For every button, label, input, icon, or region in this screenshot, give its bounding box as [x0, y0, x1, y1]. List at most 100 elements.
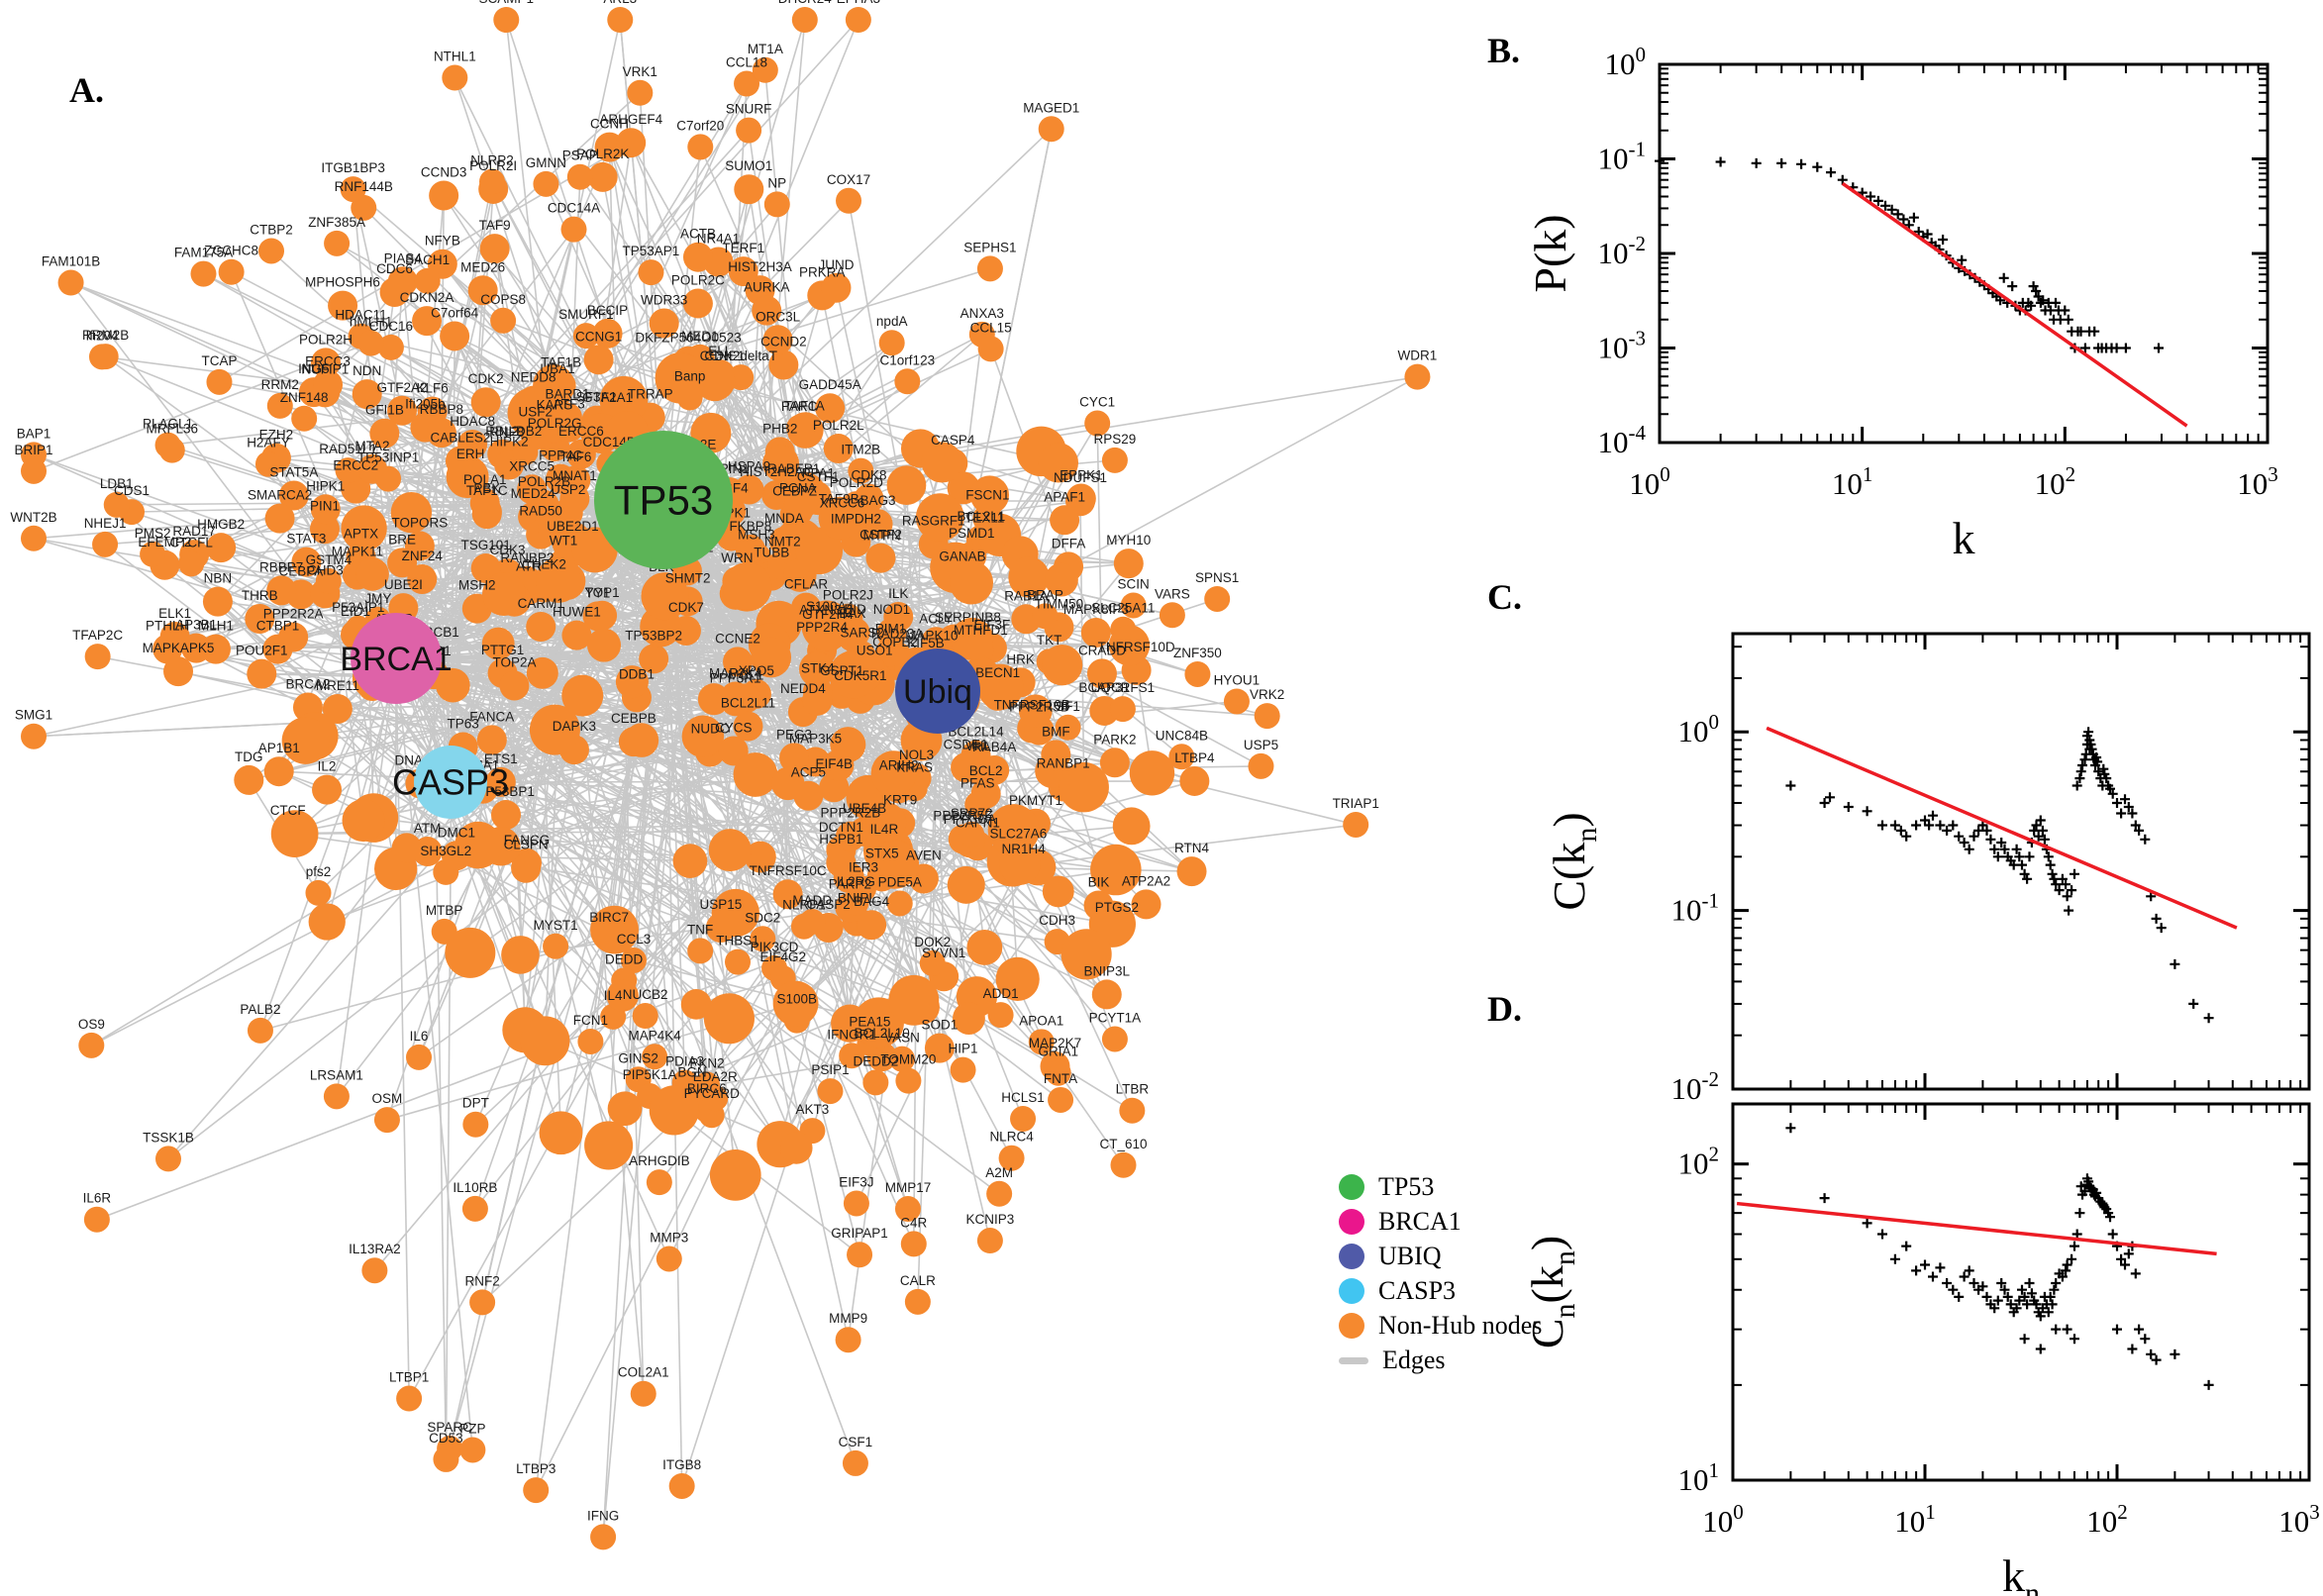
- node-label: HDAC11: [335, 308, 386, 323]
- node-label: PYCARD: [684, 1086, 741, 1101]
- network-node: [390, 491, 433, 534]
- node-label: COL2A1: [618, 1365, 669, 1380]
- network-node: [1028, 1029, 1055, 1055]
- node-label: POLR2J: [823, 588, 873, 603]
- scatter-points: [1785, 727, 2214, 1024]
- node-label: BRIP1: [14, 443, 52, 457]
- node-label: GRIPAP1: [831, 1226, 888, 1241]
- node-label: YY1: [585, 585, 611, 600]
- node-label: STAT5A: [269, 465, 318, 480]
- node-label: GADD45A: [799, 377, 861, 392]
- network-node: [1131, 889, 1162, 920]
- node-label: TERF1: [722, 241, 764, 255]
- node-label: TFAP2C: [72, 628, 123, 643]
- node-label: VARS: [1155, 586, 1190, 601]
- network-graph: TAF1ATAF1BTAF1CTAF6TAF9TAF9BELLPTTG1POLD…: [10, 0, 1437, 1550]
- network-node: [512, 439, 539, 465]
- node-label: ACP5: [791, 765, 826, 780]
- node-label: TUBB: [754, 546, 789, 560]
- node-label: RNF2: [464, 1273, 499, 1288]
- node-label: RNF8: [489, 425, 524, 440]
- network-node: [833, 861, 864, 893]
- network-node: [801, 600, 853, 651]
- network-node: [1048, 1086, 1074, 1113]
- node-label: PARP2: [829, 877, 871, 892]
- network-node: [1120, 592, 1147, 619]
- network-node: [791, 7, 818, 33]
- node-label: OSM: [372, 1091, 403, 1106]
- node-label: SPARC: [427, 1420, 472, 1435]
- node-label: PALB2: [240, 1002, 280, 1017]
- network-node: [247, 1017, 273, 1044]
- network-node: [373, 1107, 400, 1134]
- node-label: SDC2: [745, 910, 780, 925]
- network-node: [1041, 645, 1083, 686]
- network-node: [440, 321, 470, 351]
- node-label: DEDD2: [853, 1053, 898, 1068]
- node-label: SNURF: [726, 102, 772, 117]
- node-label: AVEN: [906, 848, 942, 862]
- network-node: [83, 1206, 110, 1233]
- network-node: [607, 7, 634, 33]
- network-node: [412, 306, 443, 337]
- network-node: [1179, 765, 1210, 796]
- hub-ubiq: Ubiq: [895, 648, 980, 734]
- node-label: UQCRFS1: [1091, 680, 1156, 695]
- node-label: BCL2L11: [721, 696, 775, 711]
- network-node: [1168, 744, 1195, 770]
- x-axis-label: k: [1953, 513, 1975, 563]
- node-label: NHEJ1: [84, 516, 127, 531]
- node-label: TSSK1B: [143, 1130, 194, 1145]
- node-label: MPHOSPH6: [305, 275, 380, 290]
- network-node: [1059, 761, 1109, 813]
- node-label: FSCN1: [965, 488, 1009, 503]
- node-label: HIST2H2AC: [740, 464, 814, 479]
- node-label: TAF1A: [784, 398, 825, 413]
- network-node: [627, 79, 654, 106]
- node-label: GMNN: [526, 155, 566, 170]
- network-node: [305, 879, 332, 906]
- node-label: MAP2K4: [709, 665, 762, 680]
- tick-label: 102: [1678, 1143, 1720, 1181]
- network-node: [599, 375, 649, 425]
- tick-label: 101: [1832, 462, 1873, 501]
- network-node: [1204, 585, 1231, 612]
- node-label: CCNE2: [715, 631, 760, 646]
- node-label: TKT: [1037, 633, 1062, 648]
- node-swatch-icon: [1339, 1209, 1364, 1235]
- node-label: UBE2I: [384, 577, 423, 592]
- network-node: [839, 1043, 865, 1069]
- node-label: JMY: [364, 591, 391, 606]
- network-node: [835, 1327, 861, 1353]
- node-label: SEPHS1: [963, 240, 1016, 254]
- network-node: [254, 450, 281, 477]
- network-node: [687, 938, 714, 964]
- network-node: [919, 949, 946, 976]
- node-label: Ifi204: [85, 328, 119, 343]
- node-label: HCLS1: [1001, 1090, 1045, 1105]
- network-node: [723, 647, 754, 677]
- panel-a-label: A.: [69, 70, 104, 110]
- network-node: [752, 295, 782, 326]
- node-label: ZNF385A: [308, 215, 365, 230]
- plot-c: 100 10-1 10-2 C(kn): [1544, 632, 2311, 1106]
- network-node: [865, 802, 907, 843]
- node-label: CASP4: [931, 433, 975, 448]
- node-label: CTCFL: [169, 535, 213, 549]
- node-label: NUCB2: [623, 987, 668, 1002]
- node-label: ITM2B: [841, 443, 880, 457]
- node-label: BAX: [839, 606, 865, 621]
- network-node: [357, 330, 384, 356]
- network-node: [836, 187, 862, 214]
- network-node: [987, 804, 1040, 856]
- network-node: [491, 800, 521, 831]
- network-node: [459, 1437, 486, 1463]
- network-node: [481, 627, 515, 660]
- node-label: CHEK2: [522, 557, 566, 572]
- node-label: EPHA3: [837, 0, 880, 6]
- node-label: MAPK10: [905, 629, 958, 644]
- network-node: [190, 260, 217, 287]
- node-label: POLR2B: [518, 474, 570, 489]
- node-label: TRIAP1: [1333, 796, 1379, 811]
- network-node: [429, 180, 459, 211]
